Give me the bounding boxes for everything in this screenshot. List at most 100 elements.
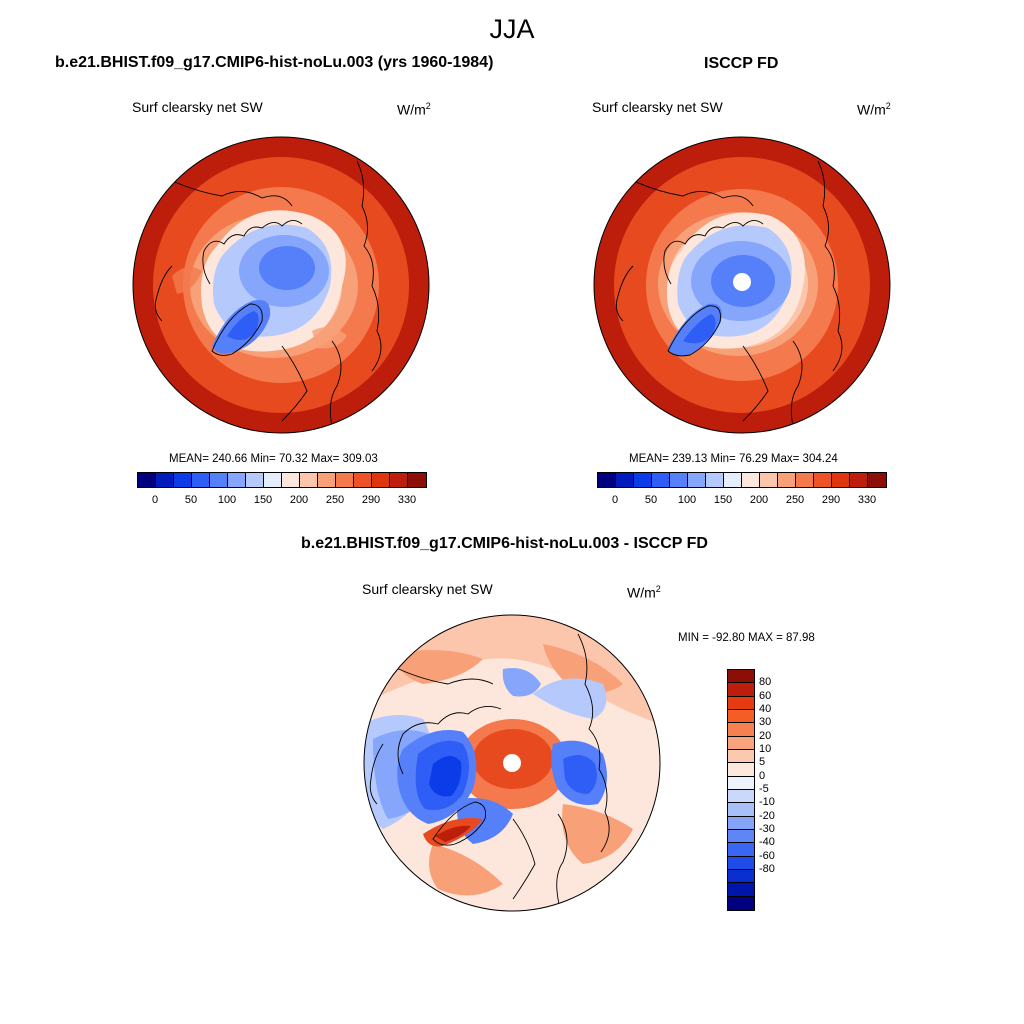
diff-panel-title: b.e21.BHIST.f09_g17.CMIP6-hist-noLu.003 …: [301, 535, 708, 552]
colorbar-swatch: [282, 473, 300, 487]
colorbar-swatch: [300, 473, 318, 487]
colorbar-swatch: [598, 473, 616, 487]
colorbar-label: 80: [759, 676, 772, 689]
colorbar-swatch: [728, 803, 754, 817]
colorbar-tick-label: 290: [821, 494, 841, 506]
diff-polar-map: [363, 614, 661, 912]
colorbar-swatch: [728, 856, 754, 870]
colorbar-swatch: [264, 473, 282, 487]
obs-stats: MEAN= 239.13 Min= 76.29 Max= 304.24: [629, 453, 838, 465]
model-stats: MEAN= 240.66 Min= 70.32 Max= 309.03: [169, 453, 378, 465]
colorbar-tick-label: 50: [184, 494, 198, 506]
colorbar-swatch: [728, 776, 754, 790]
colorbar-swatch: [210, 473, 228, 487]
colorbar-tick-label: 250: [785, 494, 805, 506]
colorbar-swatch: [246, 473, 264, 487]
colorbar-swatch: [728, 829, 754, 844]
colorbar-swatch: [156, 473, 174, 487]
obs-colorbar-ticks: 0 50 100 150 200 250 290 330: [597, 494, 887, 508]
diff-stats: MIN = -92.80 MAX = 87.98: [678, 632, 815, 644]
colorbar-label: 30: [759, 716, 772, 729]
colorbar-label: -10: [759, 796, 775, 809]
colorbar-swatch: [850, 473, 868, 487]
colorbar-swatch: [728, 683, 754, 697]
colorbar-tick-label: 150: [713, 494, 733, 506]
colorbar-tick-label: 100: [217, 494, 237, 506]
colorbar-swatch: [336, 473, 354, 487]
colorbar-swatch: [760, 473, 778, 487]
colorbar-tick-label: 150: [253, 494, 273, 506]
diff-colorbar-labels: 80 60 40 30 20 10 5 0 -5 -10 -20 -30 -40 -60 -80: [759, 669, 799, 909]
colorbar-label: 10: [759, 743, 772, 755]
colorbar-swatch: [192, 473, 210, 487]
colorbar-label: -30: [759, 823, 775, 835]
colorbar-swatch: [728, 896, 754, 910]
colorbar-swatch: [724, 473, 742, 487]
colorbar-label: -60: [759, 849, 775, 862]
model-variable-label: Surf clearsky net SW: [132, 99, 263, 115]
colorbar-swatch: [728, 696, 754, 710]
colorbar-swatch: [796, 473, 814, 487]
colorbar-swatch: [742, 473, 760, 487]
obs-panel-title: ISCCP FD: [704, 55, 779, 72]
obs-polar-map: [593, 136, 891, 434]
colorbar-tick-label: 200: [749, 494, 769, 506]
colorbar-label: 40: [759, 703, 772, 715]
diff-variable-label: Surf clearsky net SW: [362, 581, 493, 597]
colorbar-swatch: [728, 736, 754, 750]
colorbar-label: -5: [759, 783, 769, 795]
colorbar-swatch: [390, 473, 408, 487]
colorbar-tick-label: 100: [677, 494, 697, 506]
obs-units-label: W/m2: [857, 101, 891, 118]
colorbar-swatch: [728, 670, 754, 684]
colorbar-swatch: [616, 473, 634, 487]
colorbar-swatch: [728, 816, 754, 830]
model-units-label: W/m2: [397, 101, 431, 118]
model-panel-title: b.e21.BHIST.f09_g17.CMIP6-hist-noLu.003 …: [55, 54, 494, 71]
colorbar-tick-label: 0: [611, 494, 619, 506]
model-colorbar-ticks: 0 50 100 150 200 250 290 330: [137, 494, 427, 508]
colorbar-swatch: [728, 843, 754, 857]
model-polar-map: [132, 136, 430, 434]
colorbar-swatch: [688, 473, 706, 487]
colorbar-swatch: [728, 763, 754, 777]
colorbar-label: 0: [759, 769, 766, 782]
colorbar-swatch: [728, 723, 754, 737]
model-colorbar: [137, 472, 427, 488]
colorbar-swatch: [318, 473, 336, 487]
colorbar-label: -80: [759, 863, 775, 875]
colorbar-label: -40: [759, 836, 775, 849]
colorbar-swatch: [728, 883, 754, 897]
colorbar-tick-label: 200: [289, 494, 309, 506]
diff-units-label: W/m2: [627, 584, 661, 601]
colorbar-label: 20: [759, 729, 772, 742]
colorbar-tick-label: 330: [397, 494, 417, 506]
colorbar-tick-label: 330: [857, 494, 877, 506]
obs-variable-label: Surf clearsky net SW: [592, 99, 723, 115]
colorbar-tick-label: 250: [325, 494, 345, 506]
colorbar-label: 5: [759, 756, 766, 769]
colorbar-swatch: [778, 473, 796, 487]
colorbar-swatch: [728, 709, 754, 724]
diff-colorbar: [727, 669, 755, 911]
colorbar-swatch: [814, 473, 832, 487]
season-title: JJA: [489, 14, 535, 44]
colorbar-swatch: [728, 869, 754, 884]
colorbar-swatch: [228, 473, 246, 487]
colorbar-swatch: [728, 789, 754, 804]
colorbar-swatch: [728, 749, 754, 764]
colorbar-swatch: [174, 473, 192, 487]
colorbar-tick-label: 290: [361, 494, 381, 506]
colorbar-swatch: [354, 473, 372, 487]
colorbar-swatch: [868, 473, 886, 487]
colorbar-swatch: [670, 473, 688, 487]
colorbar-swatch: [634, 473, 652, 487]
colorbar-swatch: [652, 473, 670, 487]
colorbar-swatch: [832, 473, 850, 487]
colorbar-swatch: [138, 473, 156, 487]
colorbar-swatch: [706, 473, 724, 487]
colorbar-label: 60: [759, 689, 772, 702]
obs-colorbar: [597, 472, 887, 488]
colorbar-swatch: [372, 473, 390, 487]
colorbar-tick-label: 50: [644, 494, 658, 506]
